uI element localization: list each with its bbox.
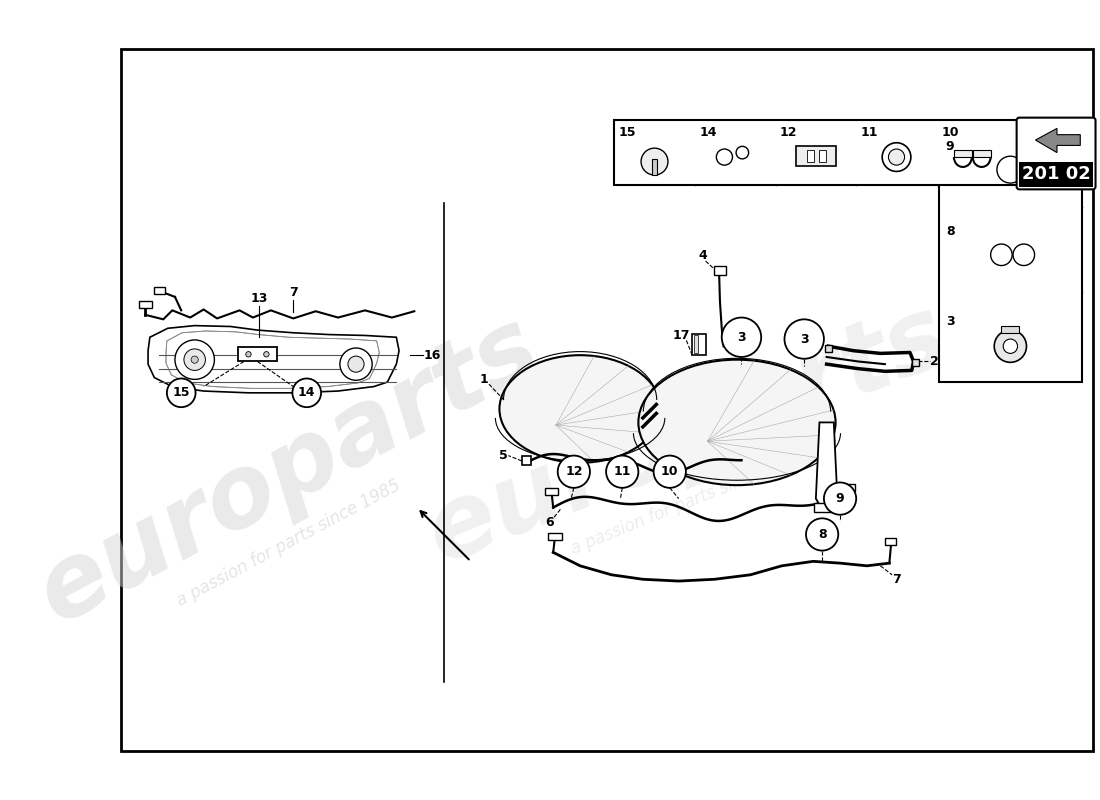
Text: 12: 12 — [565, 466, 583, 478]
Text: 11: 11 — [614, 466, 631, 478]
Text: a passion for parts since 1985: a passion for parts since 1985 — [568, 448, 807, 558]
Text: 13: 13 — [251, 292, 268, 306]
Text: 7: 7 — [892, 573, 901, 586]
Bar — [938, 122, 1082, 382]
Circle shape — [1003, 339, 1018, 354]
Circle shape — [716, 149, 733, 165]
Circle shape — [806, 518, 838, 550]
Polygon shape — [816, 422, 837, 507]
Circle shape — [184, 349, 206, 370]
Bar — [692, 334, 706, 355]
Bar — [546, 488, 558, 495]
Text: 16: 16 — [424, 349, 441, 362]
Bar — [521, 457, 531, 466]
Text: europarts: europarts — [22, 299, 556, 644]
Circle shape — [889, 149, 904, 165]
Bar — [814, 503, 839, 512]
Circle shape — [994, 330, 1026, 362]
FancyBboxPatch shape — [1016, 118, 1096, 190]
Circle shape — [1013, 244, 1035, 266]
Circle shape — [784, 319, 824, 358]
Text: 8: 8 — [817, 528, 826, 541]
Text: 14: 14 — [298, 386, 316, 399]
Circle shape — [167, 378, 196, 407]
Text: a passion for parts since 1985: a passion for parts since 1985 — [174, 477, 404, 610]
Bar — [825, 346, 832, 353]
Circle shape — [722, 318, 761, 357]
Circle shape — [824, 482, 856, 514]
Circle shape — [997, 156, 1024, 183]
Bar — [972, 150, 991, 157]
Bar — [1001, 326, 1020, 333]
Text: 7: 7 — [289, 286, 298, 299]
Bar — [614, 120, 1018, 185]
Circle shape — [606, 455, 638, 488]
Text: 8: 8 — [946, 226, 955, 238]
Circle shape — [1016, 151, 1031, 165]
Bar — [652, 159, 657, 175]
Circle shape — [736, 146, 749, 159]
Polygon shape — [1035, 129, 1080, 153]
Text: 9: 9 — [946, 140, 955, 153]
Circle shape — [191, 356, 198, 363]
Text: 201 02: 201 02 — [1022, 165, 1090, 183]
Circle shape — [245, 351, 251, 357]
Bar — [139, 301, 152, 308]
Text: 14: 14 — [700, 126, 717, 138]
Text: 12: 12 — [780, 126, 798, 138]
Circle shape — [641, 148, 668, 175]
Text: 2: 2 — [930, 355, 938, 368]
Text: 1: 1 — [480, 373, 488, 386]
Text: 17: 17 — [673, 329, 690, 342]
Text: 10: 10 — [942, 126, 959, 138]
Circle shape — [882, 142, 911, 171]
Text: 4: 4 — [698, 249, 707, 262]
Bar — [154, 287, 165, 294]
Bar — [714, 266, 726, 274]
Bar — [807, 150, 814, 162]
Circle shape — [653, 455, 686, 488]
Text: 3: 3 — [946, 315, 955, 328]
Circle shape — [991, 244, 1012, 266]
Text: 9: 9 — [836, 492, 845, 505]
Bar — [694, 335, 697, 354]
Bar — [884, 538, 895, 546]
Text: 10: 10 — [661, 466, 679, 478]
Circle shape — [558, 455, 590, 488]
Text: 3: 3 — [800, 333, 808, 346]
Text: 15: 15 — [618, 126, 636, 138]
Bar — [818, 150, 826, 162]
Circle shape — [340, 348, 372, 380]
Bar — [548, 533, 562, 540]
Bar — [796, 146, 836, 166]
Text: 11: 11 — [860, 126, 878, 138]
Circle shape — [348, 356, 364, 372]
Bar — [238, 347, 277, 362]
Text: 15: 15 — [173, 386, 190, 399]
Polygon shape — [148, 326, 399, 393]
Text: 5: 5 — [498, 449, 507, 462]
Circle shape — [175, 340, 214, 379]
Circle shape — [264, 351, 270, 357]
Bar — [1020, 162, 1092, 186]
Text: europarts: europarts — [414, 287, 962, 585]
Bar — [954, 150, 971, 157]
Text: 6: 6 — [546, 516, 554, 530]
Bar — [912, 358, 918, 366]
Ellipse shape — [499, 355, 661, 462]
Text: 3: 3 — [737, 330, 746, 344]
Circle shape — [1020, 167, 1037, 185]
Circle shape — [293, 378, 321, 407]
Ellipse shape — [638, 360, 836, 485]
Bar — [845, 484, 856, 491]
